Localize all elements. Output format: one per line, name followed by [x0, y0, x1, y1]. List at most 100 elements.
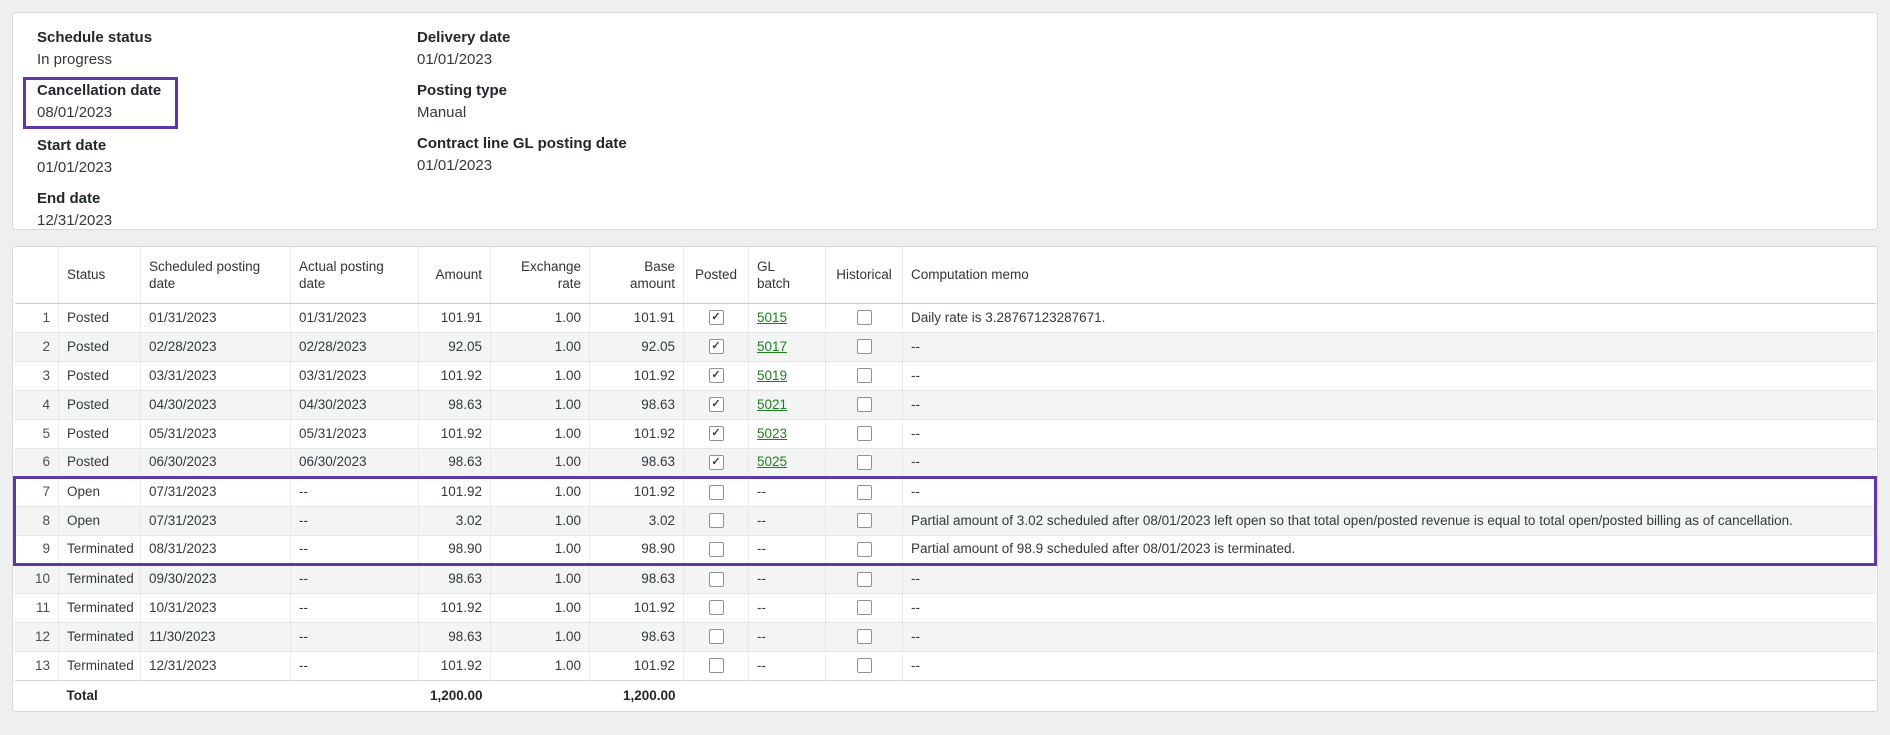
historical-cell: [825, 534, 903, 566]
posted-checkbox[interactable]: [708, 629, 724, 645]
schedule-status-label: Schedule status: [37, 29, 153, 46]
column-header-num: [14, 247, 59, 304]
actual-posting-date-cell: 04/30/2023: [290, 389, 419, 419]
actual-posting-date-cell: 03/31/2023: [290, 360, 419, 390]
historical-cell: [825, 389, 903, 419]
total-empty-cell: [825, 679, 903, 711]
table-row: 2 Posted 02/28/2023 02/28/2023 92.05 1.00 92.0…: [14, 331, 1876, 361]
historical-cell: [825, 302, 903, 332]
posted-cell: ✓: [683, 418, 749, 448]
computation-memo-cell: --: [902, 418, 1876, 448]
posted-checkbox[interactable]: ✓: [708, 339, 724, 355]
historical-checkbox[interactable]: [856, 339, 872, 355]
status-cell: Open: [58, 505, 141, 535]
gl-batch-cell: 5019: [748, 360, 826, 390]
details-left-column: Schedule status In progress Cancellation…: [23, 29, 417, 243]
gl-batch-cell: --: [748, 592, 826, 622]
posted-checkbox[interactable]: [708, 513, 724, 529]
computation-memo-cell: --: [902, 563, 1876, 593]
column-header-scheduled: Scheduled posting date: [140, 247, 291, 304]
historical-checkbox[interactable]: [856, 368, 872, 384]
end-date-value: 12/31/2023: [37, 212, 113, 229]
scheduled-posting-date-cell: 11/30/2023: [140, 621, 291, 651]
row-number-cell: 5: [14, 418, 59, 448]
historical-checkbox[interactable]: [856, 454, 872, 470]
posted-checkbox[interactable]: [708, 541, 724, 557]
amount-cell: 98.63: [418, 621, 491, 651]
gl-batch-link[interactable]: 5025: [757, 454, 788, 469]
posted-cell: [683, 592, 749, 622]
base-amount-cell: 101.92: [589, 418, 684, 448]
posted-checkbox[interactable]: ✓: [708, 454, 724, 470]
amount-cell: 98.90: [418, 534, 491, 566]
gl-batch-link[interactable]: 5021: [757, 396, 788, 412]
field-posting-type: Posting type Manual: [417, 82, 627, 122]
scheduled-posting-date-cell: 02/28/2023: [140, 331, 291, 361]
historical-cell: [825, 475, 903, 506]
gl-batch-link[interactable]: 5015: [757, 309, 788, 325]
gl-batch-link[interactable]: 5023: [757, 425, 788, 441]
exchange-rate-cell: 1.00: [490, 360, 590, 390]
status-cell: Open: [58, 475, 141, 506]
gl-batch-link[interactable]: 5019: [757, 367, 788, 383]
actual-posting-date-cell: --: [290, 505, 419, 535]
historical-cell: [825, 447, 903, 477]
posted-checkbox[interactable]: [708, 600, 724, 616]
historical-checkbox[interactable]: [856, 658, 872, 674]
exchange-rate-cell: 1.00: [490, 475, 590, 506]
field-schedule-status: Schedule status In progress: [37, 29, 417, 69]
computation-memo-cell: --: [902, 592, 1876, 622]
historical-checkbox[interactable]: [856, 571, 872, 587]
posted-checkbox[interactable]: ✓: [708, 368, 724, 384]
historical-checkbox[interactable]: [856, 600, 872, 616]
schedule-status-value: In progress: [37, 51, 113, 68]
gl-batch-cell: 5021: [748, 389, 826, 419]
column-header-gl_batch: GL batch: [748, 247, 826, 304]
historical-cell: [825, 360, 903, 390]
gl-batch-link[interactable]: 5017: [757, 338, 788, 354]
exchange-rate-cell: 1.00: [490, 534, 590, 566]
gl-batch-cell: 5015: [748, 302, 826, 332]
posted-checkbox[interactable]: ✓: [708, 397, 724, 413]
posted-checkbox[interactable]: [708, 658, 724, 674]
historical-checkbox[interactable]: [856, 397, 872, 413]
status-cell: Posted: [58, 418, 141, 448]
computation-memo-cell: --: [902, 331, 1876, 361]
exchange-rate-cell: 1.00: [490, 331, 590, 361]
actual-posting-date-cell: 06/30/2023: [290, 447, 419, 477]
delivery-date-label: Delivery date: [417, 29, 511, 46]
scheduled-posting-date-cell: 10/31/2023: [140, 592, 291, 622]
exchange-rate-cell: 1.00: [490, 389, 590, 419]
cancellation-date-label: Cancellation date: [37, 82, 162, 99]
base-amount-cell: 98.63: [589, 621, 684, 651]
scheduled-posting-date-cell: 04/30/2023: [140, 389, 291, 419]
status-cell: Posted: [58, 302, 141, 332]
contract-line-gl-posting-date-value: 01/01/2023: [417, 157, 493, 174]
posted-checkbox[interactable]: [708, 484, 724, 500]
scheduled-posting-date-cell: 03/31/2023: [140, 360, 291, 390]
posted-checkbox[interactable]: ✓: [708, 426, 724, 442]
historical-checkbox[interactable]: [856, 310, 872, 326]
row-number-cell: 11: [14, 592, 59, 622]
row-number-cell: 13: [14, 650, 59, 680]
total-empty-cell: [290, 679, 419, 711]
field-delivery-date: Delivery date 01/01/2023: [417, 29, 627, 69]
posted-checkbox[interactable]: ✓: [708, 310, 724, 326]
gl-batch-cell: 5017: [748, 331, 826, 361]
historical-checkbox[interactable]: [856, 513, 872, 529]
historical-checkbox[interactable]: [856, 484, 872, 500]
historical-checkbox[interactable]: [856, 629, 872, 645]
gl-batch-cell: --: [748, 621, 826, 651]
gl-batch-cell: --: [748, 563, 826, 593]
posted-checkbox[interactable]: [708, 571, 724, 587]
schedule-table: Status Scheduled posting date Actual posti…: [13, 247, 1877, 711]
historical-checkbox[interactable]: [856, 541, 872, 557]
base-amount-cell: 98.63: [589, 389, 684, 419]
exchange-rate-cell: 1.00: [490, 621, 590, 651]
status-cell: Posted: [58, 389, 141, 419]
historical-checkbox[interactable]: [856, 426, 872, 442]
table-row: 9 Terminated 08/31/2023 -- 98.90 1.00 98.90 -- P…: [13, 534, 1877, 566]
delivery-date-value: 01/01/2023: [417, 51, 493, 68]
table-row: 10 Terminated 09/30/2023 -- 98.63 1.00 98.63 --…: [14, 563, 1876, 593]
total-empty-cell: [490, 679, 590, 711]
